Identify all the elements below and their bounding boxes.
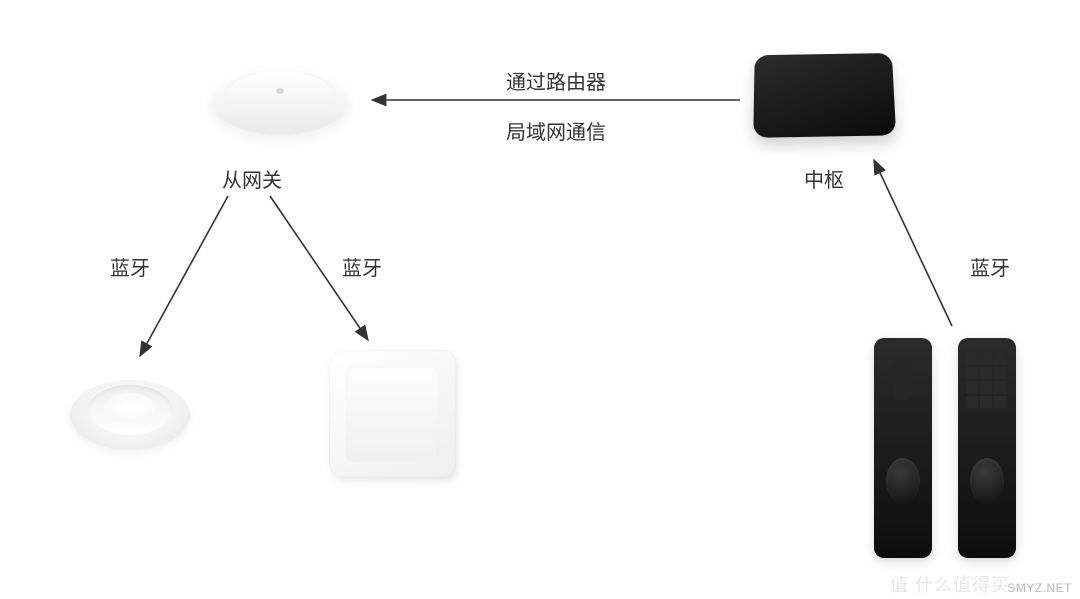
watermark-site: SMYZ.NET (1007, 581, 1072, 595)
device-hub (744, 42, 904, 150)
device-gateway (200, 50, 360, 160)
device-wall-switch (318, 340, 468, 490)
label-hub: 中枢 (804, 164, 844, 193)
edge-label-bt-2: 蓝牙 (342, 252, 382, 281)
watermark-cn: 值 什么值得买 (890, 571, 1010, 597)
device-downlight (60, 360, 210, 480)
label-gateway: 从网关 (222, 164, 282, 193)
edge-label-router-top: 通过路由器 (506, 66, 606, 95)
edge-label-bt-3: 蓝牙 (970, 252, 1010, 281)
edge-label-router-bottom: 局域网通信 (506, 116, 606, 145)
edge-label-bt-1: 蓝牙 (110, 252, 150, 281)
device-smart-lock (864, 328, 1044, 588)
